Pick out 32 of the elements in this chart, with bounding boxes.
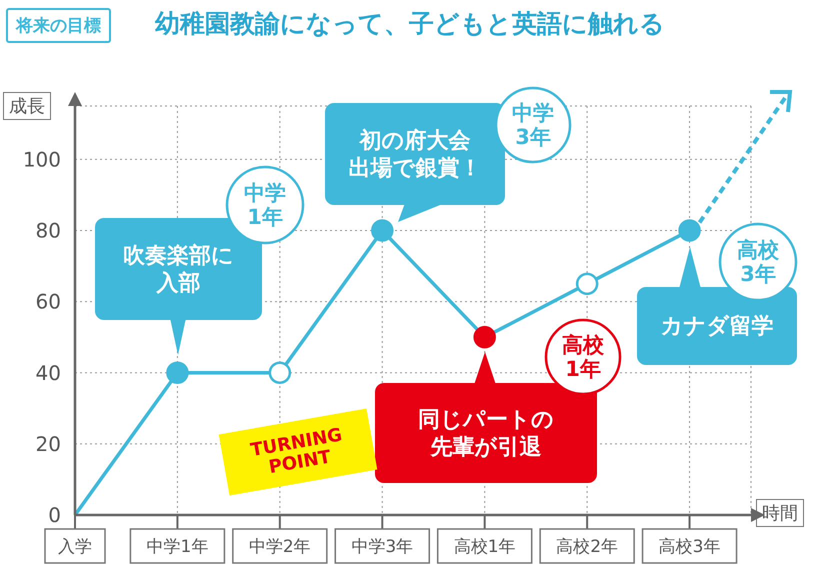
y-tick-label: 80: [36, 218, 61, 243]
y-tick-label: 0: [48, 503, 61, 528]
y-tick-label: 40: [36, 360, 61, 385]
x-tick-label: 高校3年: [658, 537, 720, 557]
annotation: カナダ留学: [660, 314, 774, 338]
y-axis-title: 成長: [3, 92, 51, 120]
annotation: 中学3年: [512, 100, 554, 150]
point: [576, 272, 598, 296]
chart-subtitle: 将来の目標: [6, 8, 111, 43]
point: [166, 361, 189, 384]
y-tick-label: 100: [22, 147, 61, 172]
point: [473, 326, 496, 348]
y-tick-label: 60: [36, 290, 61, 314]
chart-title: 幼稚園教諭になって、子どもと英語に触れる: [155, 8, 665, 40]
annotation: 吹奏楽部に入部: [123, 242, 234, 296]
x-tick-label: 中学2年: [248, 537, 311, 557]
x-axis-title: 時間: [756, 499, 804, 527]
annotation: 高校3年: [737, 238, 780, 286]
x-tick-label: 入学: [58, 537, 92, 557]
annotation: 初の府大会出場で銀賞！: [348, 126, 482, 180]
annotation: 高校1年: [562, 332, 605, 382]
point: [678, 219, 701, 242]
x-tick-label: 中学3年: [351, 537, 414, 557]
annotation: TURNING POINT: [248, 424, 344, 478]
point: [371, 219, 394, 242]
x-tick-label: 高校2年: [556, 537, 618, 557]
x-tick-label: 高校1年: [454, 537, 516, 557]
x-tick-label: 中学1年: [146, 537, 208, 557]
point: [268, 361, 292, 384]
annotation: 同じパートの先輩が引退: [418, 406, 554, 460]
y-tick-label: 20: [36, 432, 61, 456]
annotation: 中学1年: [244, 180, 286, 230]
